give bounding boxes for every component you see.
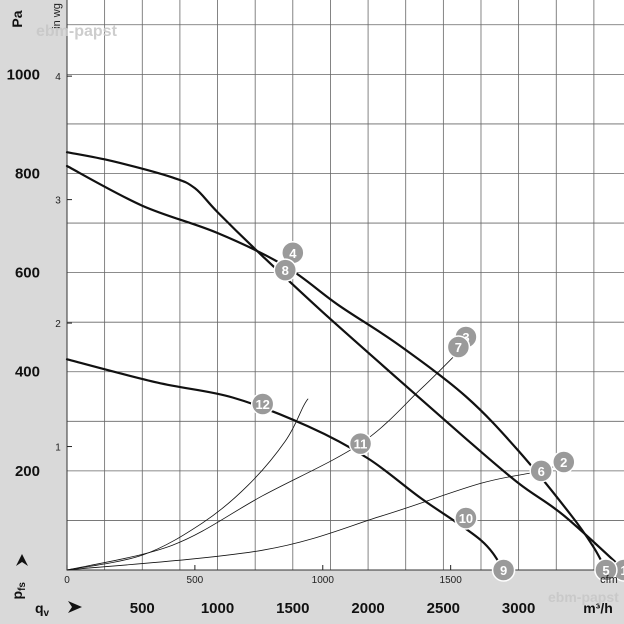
y-inner-unit: in wg: [51, 3, 63, 29]
operating-point-label: 12: [255, 397, 269, 412]
operating-point-label: 7: [455, 340, 462, 355]
y-tick-label: 600: [15, 265, 40, 282]
operating-point-circle: [273, 258, 298, 282]
svg-text:pfs: pfs: [9, 582, 28, 600]
operating-point-label: 10: [459, 511, 473, 526]
y-inner-tick-label: 2: [55, 319, 61, 330]
operating-point-label: 2: [560, 455, 567, 470]
x-axis-unit: m³/h: [583, 600, 613, 616]
x-tick-label: 2000: [351, 600, 384, 617]
operating-point-label: 8: [282, 263, 289, 278]
operating-point-circle: [529, 459, 553, 483]
y-tick-label: 800: [15, 165, 40, 182]
x-inner-tick-label: 0: [64, 575, 70, 586]
operating-point-circle: [491, 558, 516, 582]
operating-point-marker: 2: [552, 450, 576, 474]
x-axis-arrow-icon: [68, 601, 82, 613]
fan-curve-line: [65, 164, 607, 572]
system-curve-line: [66, 351, 459, 571]
operating-point-label: 4: [289, 246, 297, 261]
operating-point-label: 11: [354, 437, 368, 452]
x-tick-label: 2500: [427, 600, 460, 617]
operating-point-circle: [594, 558, 618, 582]
y-axis-arrow-icon: [16, 554, 28, 566]
grid: [66, 0, 624, 571]
x-tick-label: 1000: [201, 600, 234, 617]
markers: 123456789101112: [250, 241, 624, 582]
operating-point-circle: [446, 335, 471, 359]
operating-point-marker: 11: [348, 431, 373, 456]
y-axis-symbol-letter: p: [9, 591, 25, 600]
operating-point-circle: [552, 450, 576, 474]
x-tick-label: 3000: [502, 600, 535, 617]
watermark-text-top: ebm-papst: [36, 23, 118, 40]
operating-point-circle: [348, 431, 373, 456]
operating-point-marker: 10: [454, 506, 478, 530]
operating-point-label: 3: [462, 330, 469, 345]
y-axis-symbol: pfs: [9, 582, 28, 600]
operating-point-marker: 8: [273, 258, 298, 282]
operating-point-marker: 12: [250, 392, 275, 416]
operating-point-marker: 9: [491, 558, 516, 582]
operating-point-label: 9: [500, 563, 507, 578]
operating-point-label: 5: [602, 563, 609, 578]
fan-curve-line: [65, 358, 505, 572]
x-inner-unit: cfm: [600, 574, 618, 586]
operating-point-label: 6: [538, 464, 545, 479]
y-tick-label: 1000: [7, 66, 40, 83]
operating-point-circle: [454, 506, 478, 530]
x-axis-symbol: qv: [35, 600, 50, 619]
x-tick-label: 1500: [276, 600, 309, 617]
operating-point-label: 1: [620, 563, 624, 578]
y-inner-tick-label: 3: [55, 196, 61, 207]
fan-curve-line: [65, 151, 624, 572]
x-axis-symbol-subscript: v: [44, 608, 50, 619]
y-tick-label: 400: [15, 364, 40, 381]
y-axis-symbol-subscript: fs: [17, 582, 28, 591]
plot-area: [67, 0, 624, 570]
y-axis-unit: Pa: [9, 10, 25, 27]
x-tick-label: 500: [130, 600, 155, 617]
watermark-text-bottom: ebm-papst: [548, 589, 619, 605]
x-inner-tick-label: 1000: [312, 575, 335, 586]
x-inner-tick-label: 500: [187, 575, 204, 586]
operating-point-marker: 6: [529, 459, 553, 483]
x-inner-tick-label: 1500: [440, 575, 463, 586]
y-inner-tick-label: 1: [55, 443, 61, 454]
x-axis-symbol-letter: q: [35, 600, 44, 616]
y-inner-tick-label: 4: [55, 72, 61, 83]
operating-point-marker: 5: [594, 558, 618, 582]
y-tick-label: 200: [15, 463, 40, 480]
system-curve-line: [66, 398, 309, 571]
watermark: ebm-papst ebm-papst: [36, 23, 619, 605]
operating-point-circle: [250, 392, 275, 416]
operating-point-marker: 7: [446, 335, 471, 359]
